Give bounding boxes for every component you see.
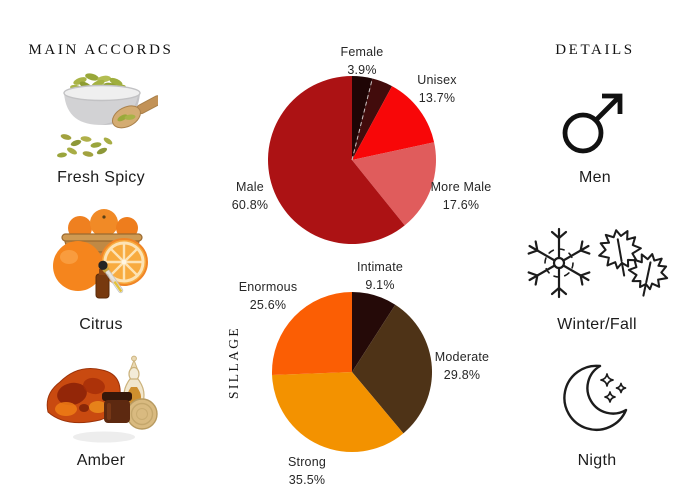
snowflake-icon [527,227,591,299]
pie-label-more-male: More Male 17.6% [431,178,492,214]
pie-label-female: Female 3.9% [341,43,384,79]
pie-slice-unlabeled [352,78,392,160]
pie-label-text: Intimate [356,259,404,274]
male-symbol-icon [558,86,626,158]
pie-slice-more-male [352,142,437,226]
pie-label-text: Male [236,179,264,194]
maple-leaf-icon [627,253,669,297]
crescent-moon-stars-icon [558,360,632,436]
pie-chart-gender-votes [268,76,437,244]
pie-label-text: More Male [430,179,492,194]
pie-label-percent: 25.6% [249,298,287,312]
cardamom-seeds-bowl-image [46,58,163,162]
pie-label-percent: 17.6% [442,198,480,212]
orange-half-slice [100,238,148,286]
pie-label-text: Enormous [238,279,298,294]
accord-label-citrus: Citrus [79,316,123,333]
amber-illustration [46,355,158,443]
main-accords-title: MAIN ACCORDS [28,42,174,59]
crescent-moon [563,364,628,431]
pie-label-percent: 35.5% [288,473,326,487]
amber-stone [46,368,121,424]
pie-label-text: Strong [287,454,327,469]
details-title: DETAILS [555,42,635,59]
night-svg [563,364,628,431]
sillage-axis-label: SILLAGE [226,325,241,399]
detail-label-winter-fall: Winter/Fall [557,316,637,333]
detail-label-nigth: Nigth [577,452,617,469]
pie-label-percent: 29.8% [443,368,481,382]
pie-label-male: Male 60.8% [232,178,268,214]
pie-label-unisex: Unisex 13.7% [417,71,456,107]
pie-label-text: Unisex [417,72,457,87]
wooden-scoop [111,95,163,129]
pie-label-moderate: Moderate 29.8% [435,348,489,384]
pie-label-percent: 3.9% [347,63,377,77]
pie-chart-sillage-votes [272,292,433,452]
cardamom-illustration [57,73,163,158]
winter-fall-svg [527,227,669,299]
male-symbol-svg [562,93,623,154]
pie-label-text: Female [340,44,384,59]
pie-label-percent: 13.7% [418,91,456,105]
pie-label-text: Moderate [434,349,490,364]
spilled-seeds [57,134,113,158]
bowl-rim [63,84,141,102]
pie-label-enormous: Enormous 25.6% [239,278,298,314]
accord-label-fresh-spicy: Fresh Spicy [57,169,145,186]
pie-label-strong: Strong 35.5% [288,453,326,489]
accord-label-amber: Amber [76,452,126,469]
oranges-basket-image [42,208,160,308]
orange-back-2 [90,209,118,237]
pie-slice-unisex [352,86,435,160]
maple-leaf-icon [598,229,642,277]
pie-slice-intimate [352,292,396,372]
pie-slice-enormous [272,292,352,376]
wooden-disc [126,398,158,430]
essential-oil-dropper [95,260,124,299]
snowflake-maple-leaves-icon [522,222,670,304]
pie-label-percent: 9.1% [365,278,395,292]
shadow [73,431,135,443]
detail-label-men: Men [578,169,612,186]
amber-stone-jars-image [42,352,158,444]
pie-label-percent: 60.8% [231,198,269,212]
stars [600,373,627,403]
pie-slice-strong [272,372,404,452]
citrus-illustration [53,209,148,299]
pie-label-intimate: Intimate 9.1% [357,258,403,294]
pie-slice-moderate [352,304,433,434]
cream-jar [102,392,132,423]
pie-slice-male [268,76,405,244]
